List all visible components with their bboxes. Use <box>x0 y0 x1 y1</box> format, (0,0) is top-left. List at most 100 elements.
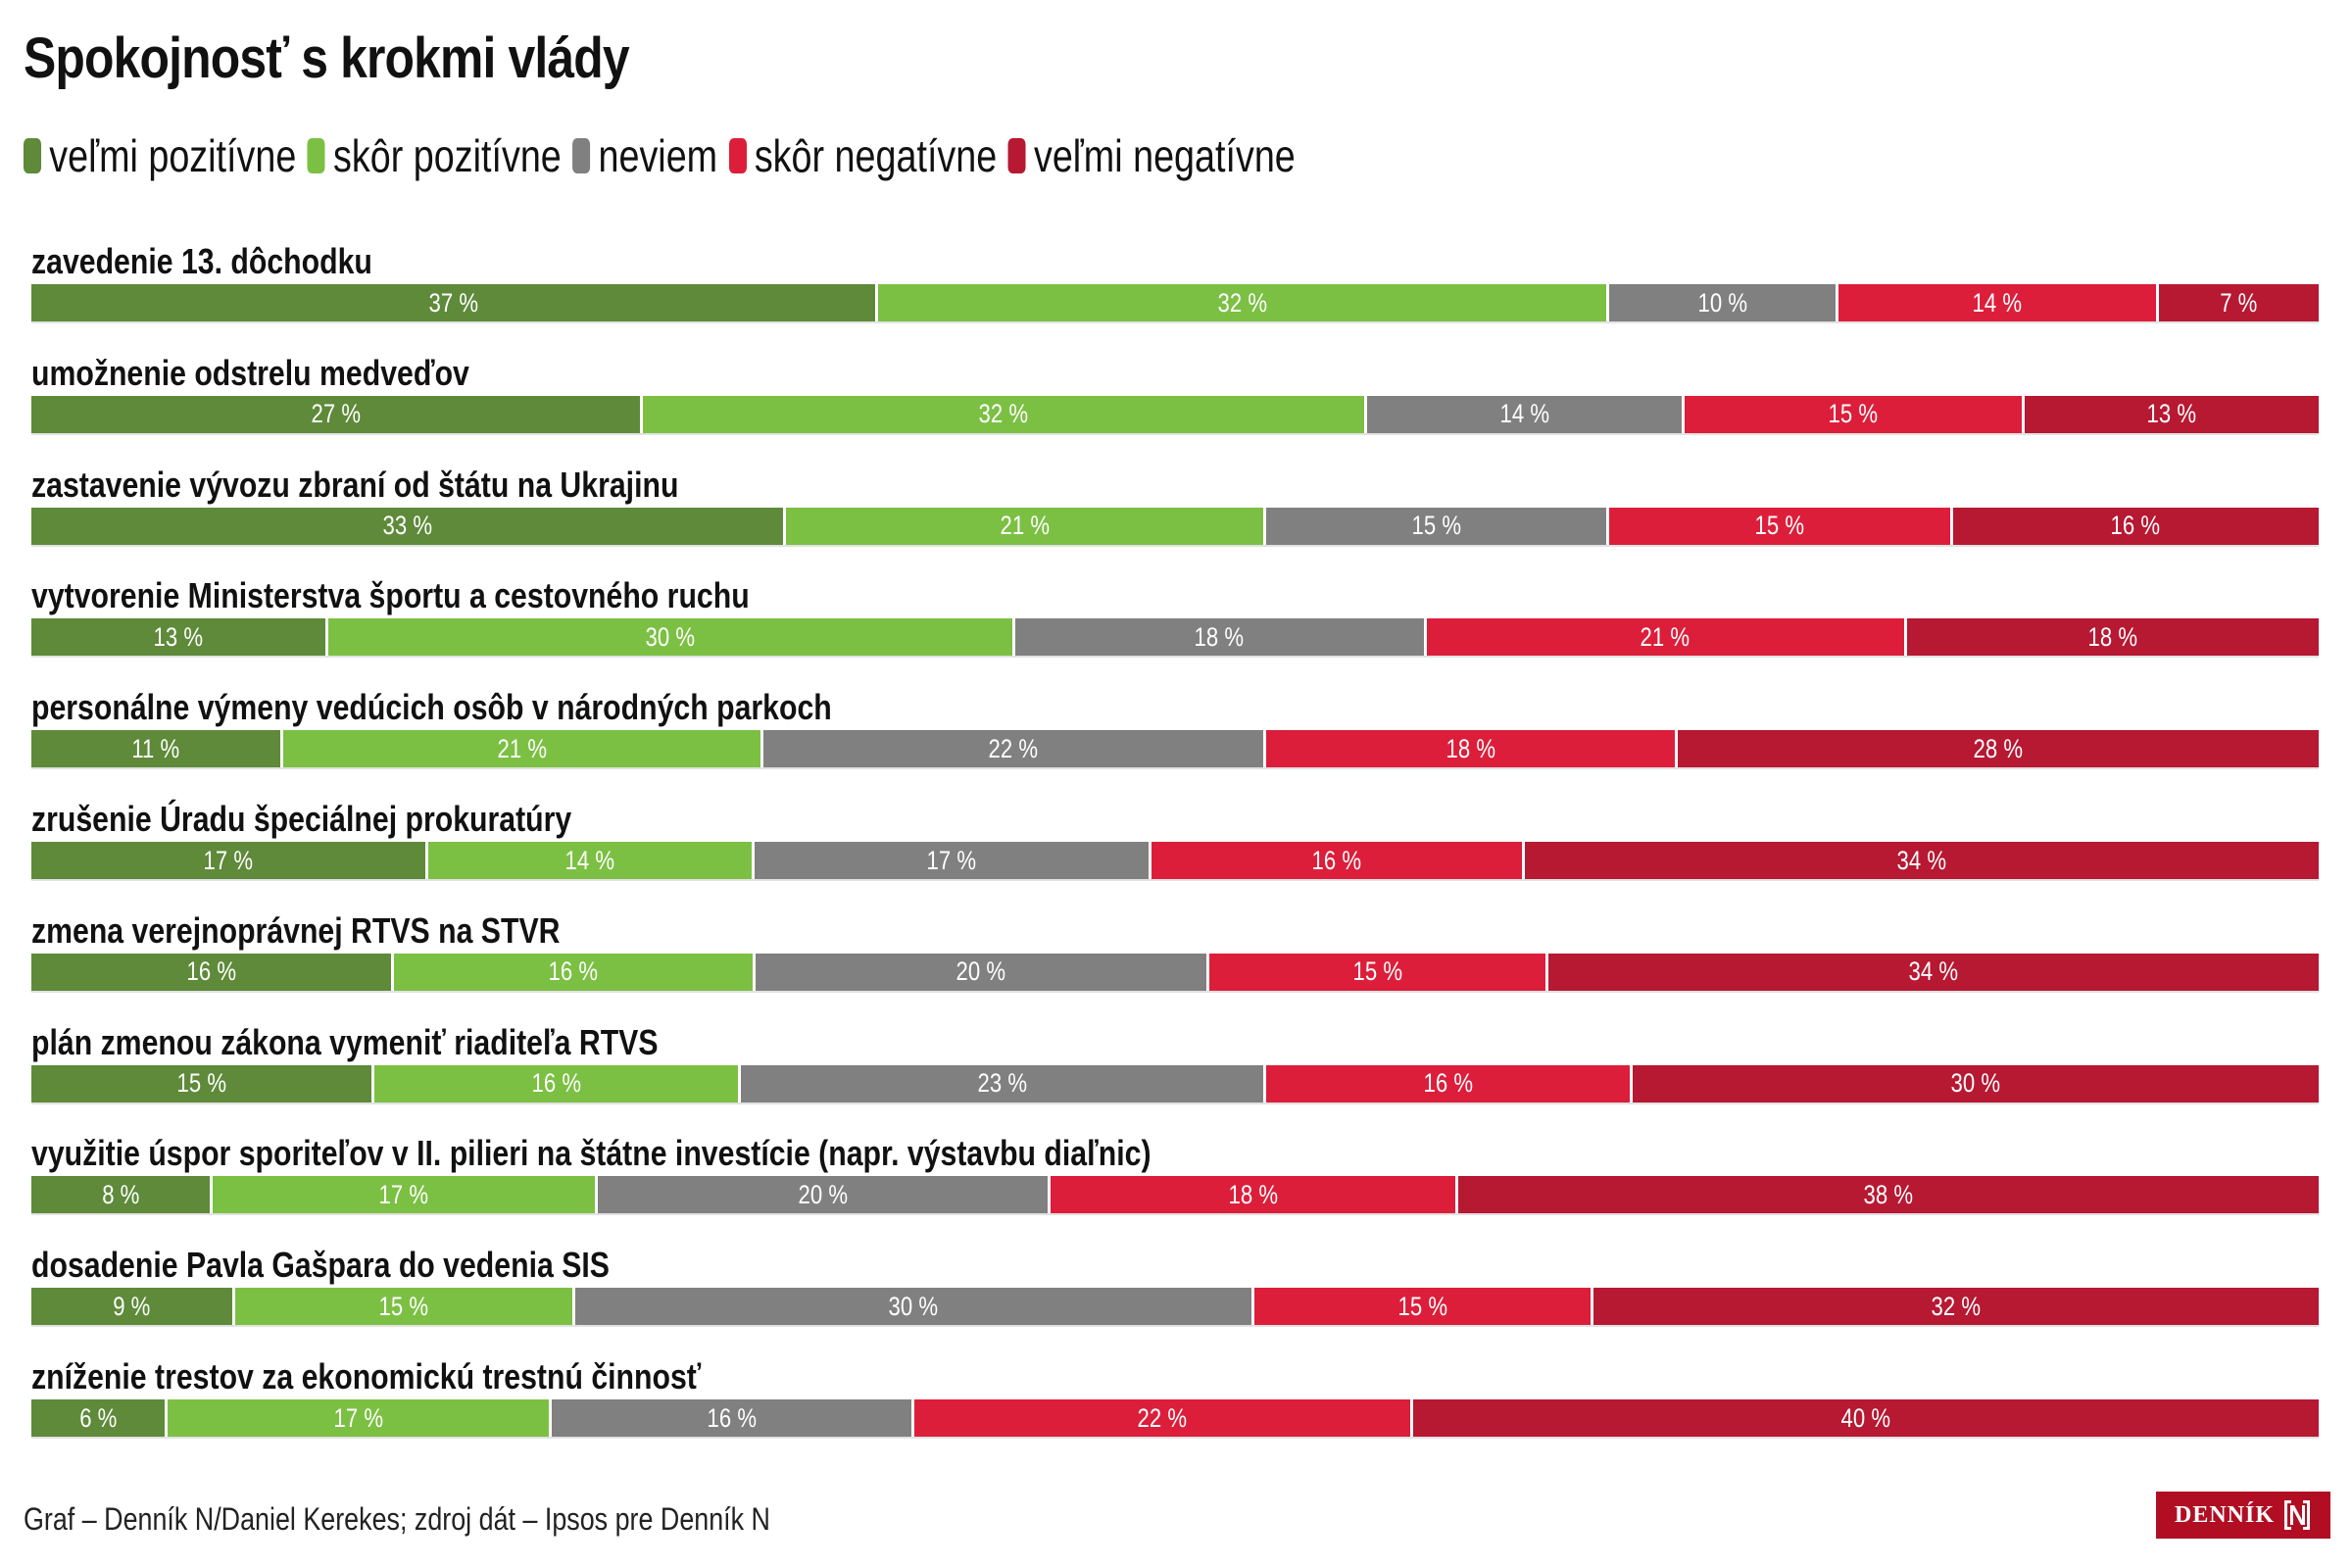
category-label: zastavenie vývozu zbraní od štátu na Ukr… <box>31 464 679 505</box>
bar-segment: 18 % <box>1906 618 2319 657</box>
data-label: 15 % <box>1352 956 1402 987</box>
bar-segment: 15 % <box>1609 507 1953 545</box>
bar-segment: 38 % <box>1457 1176 2319 1214</box>
bar-segment: 33 % <box>31 507 787 545</box>
bar-segment: 17 % <box>31 842 428 879</box>
stacked-bar-row: 17 % 14 % 17 % 16 % 34 % <box>31 842 2319 879</box>
data-label: 6 % <box>78 1402 117 1433</box>
data-label: 15 % <box>378 1291 429 1321</box>
legend-label: veľmi negatívne <box>1033 130 1296 181</box>
data-label: 11 % <box>131 733 180 763</box>
stacked-bar-row: 13 % 30 % 18 % 21 % 18 % <box>31 618 2319 657</box>
data-label: 13 % <box>2146 399 2196 429</box>
stacked-bar-row: 27 % 32 % 14 % 15 % 13 % <box>31 395 2319 433</box>
chart-title: Spokojnosť s krokmi vlády <box>24 26 630 90</box>
data-label: 18 % <box>2087 621 2138 652</box>
data-label: 16 % <box>186 956 236 987</box>
bar-segment: 15 % <box>1253 1288 1594 1326</box>
data-label: 28 % <box>1973 733 2024 763</box>
bar-segment: 30 % <box>1632 1064 2319 1102</box>
legend-item: veľmi negatívne <box>1007 129 1296 182</box>
data-label: 21 % <box>1000 511 1051 541</box>
data-label: 27 % <box>311 399 361 429</box>
stacked-bar-row: 8 % 17 % 20 % 18 % 38 % <box>31 1176 2319 1214</box>
data-label: 16 % <box>1311 845 1362 875</box>
data-label: 17 % <box>203 845 254 875</box>
data-label: 33 % <box>382 511 432 541</box>
category-label: umožnenie odstrelu medveďov <box>31 352 469 393</box>
data-label: 15 % <box>176 1068 226 1099</box>
data-label: 15 % <box>1828 399 1878 429</box>
legend-item: neviem <box>572 129 717 182</box>
legend-label: neviem <box>598 130 718 181</box>
bar-segment: 8 % <box>31 1176 213 1214</box>
legend-swatch <box>24 138 42 173</box>
data-label: 20 % <box>956 956 1006 987</box>
bar-segment: 23 % <box>740 1064 1267 1102</box>
bar-segment: 37 % <box>31 284 878 321</box>
bar-segment: 27 % <box>31 395 643 433</box>
data-label: 9 % <box>113 1291 151 1321</box>
bar-segment: 15 % <box>234 1288 575 1326</box>
data-label: 34 % <box>1896 845 1947 875</box>
data-label: 32 % <box>978 399 1029 429</box>
bar-segment: 14 % <box>427 842 756 879</box>
data-label: 40 % <box>1840 1402 1891 1433</box>
stacked-bar-row: 11 % 21 % 22 % 18 % 28 % <box>31 730 2319 768</box>
stacked-bar-row: 33 % 21 % 15 % 15 % 16 % <box>31 507 2319 545</box>
data-label: 15 % <box>1411 511 1462 541</box>
category-label: zníženie trestov za ekonomickú trestnú č… <box>31 1356 702 1396</box>
logo-text: DENNÍK <box>2174 1501 2275 1528</box>
data-label: 16 % <box>531 1068 581 1099</box>
data-label: 30 % <box>888 1291 938 1321</box>
bar-segment: 9 % <box>31 1288 235 1326</box>
bar-segment: 20 % <box>756 953 1209 991</box>
bar-segment: 18 % <box>1050 1176 1458 1214</box>
legend-swatch <box>728 138 747 173</box>
data-label: 15 % <box>1754 511 1805 541</box>
bar-segment: 13 % <box>31 618 329 657</box>
data-label: 38 % <box>1863 1179 1914 1209</box>
bar-segment: 21 % <box>282 730 763 768</box>
data-label: 21 % <box>1641 621 1690 652</box>
stacked-bar-row: 6 % 17 % 16 % 22 % 40 % <box>31 1399 2319 1437</box>
bar-segment: 40 % <box>1412 1399 2319 1437</box>
data-label: 8 % <box>101 1179 139 1209</box>
category-label: vytvorenie Ministerstva športu a cestovn… <box>31 575 750 616</box>
legend-swatch <box>572 138 591 173</box>
bar-segment: 13 % <box>2024 395 2319 433</box>
bar-segment: 16 % <box>393 953 757 991</box>
bar-segment: 6 % <box>31 1399 168 1437</box>
bar-segment: 17 % <box>755 842 1152 879</box>
legend-swatch <box>307 138 325 173</box>
denník-n-logo: DENNÍK <box>2156 1492 2330 1539</box>
data-label: 17 % <box>378 1179 429 1209</box>
data-label: 18 % <box>1228 1179 1278 1209</box>
category-label: zavedenie 13. dôchodku <box>31 241 372 281</box>
category-label: využitie úspor sporiteľov v II. pilieri … <box>31 1133 1152 1174</box>
legend-item: veľmi pozitívne <box>24 129 296 182</box>
data-label: 16 % <box>548 956 599 987</box>
bar-segment: 16 % <box>1152 842 1526 879</box>
data-label: 18 % <box>1194 621 1245 652</box>
bar-segment: 21 % <box>1426 618 1907 657</box>
data-label: 10 % <box>1697 287 1747 318</box>
data-label: 30 % <box>645 621 696 652</box>
bar-segment: 15 % <box>1208 953 1549 991</box>
bar-segment: 15 % <box>1266 507 1610 545</box>
data-label: 21 % <box>497 733 547 763</box>
data-label: 17 % <box>333 1402 383 1433</box>
bar-segment: 18 % <box>1266 730 1679 768</box>
data-label: 14 % <box>1499 399 1549 429</box>
legend-label: veľmi pozitívne <box>49 130 297 181</box>
bar-segment: 32 % <box>877 284 1610 321</box>
data-label: 23 % <box>977 1068 1027 1099</box>
bar-segment: 18 % <box>1014 618 1427 657</box>
n-logo-icon <box>2282 1498 2312 1532</box>
bar-segment: 17 % <box>212 1176 598 1214</box>
category-label: plán zmenou zákona vymeniť riaditeľa RTV… <box>31 1021 659 1062</box>
bar-segment: 22 % <box>914 1399 1413 1437</box>
data-label: 14 % <box>564 845 615 875</box>
stacked-bar-row: 15 % 16 % 23 % 16 % 30 % <box>31 1064 2319 1102</box>
data-label: 30 % <box>1950 1068 2001 1099</box>
